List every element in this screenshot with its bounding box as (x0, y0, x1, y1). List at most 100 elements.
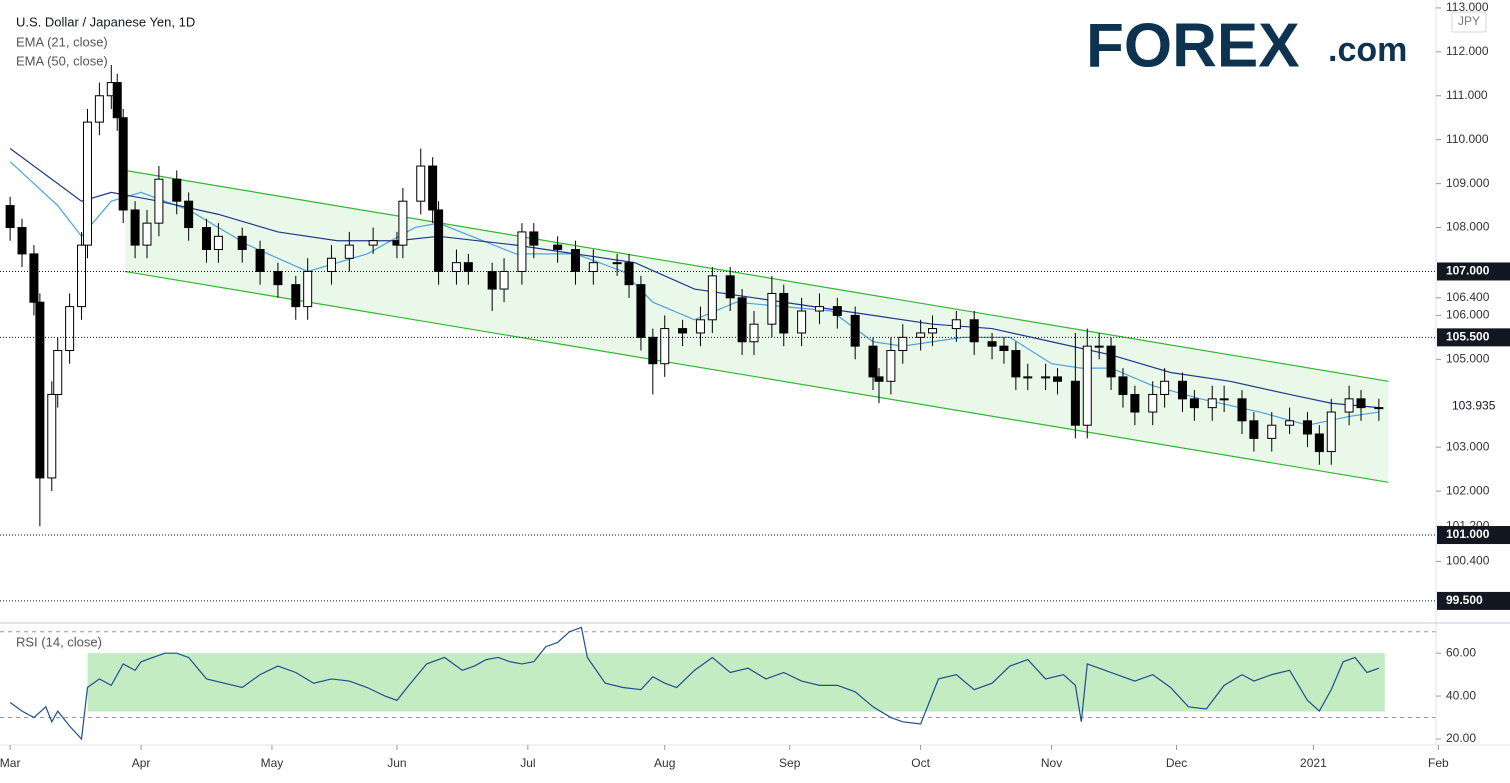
candle-body (1344, 398, 1354, 413)
candle-body (1207, 398, 1217, 409)
rsi-line (9, 626, 1380, 741)
currency-badge (1451, 11, 1487, 33)
candle-body (1285, 420, 1295, 426)
candle-body (797, 310, 807, 334)
candle-body (1070, 380, 1080, 426)
candle-body (1219, 398, 1229, 401)
x-tick-label: Apr (132, 756, 151, 770)
ema-line (9, 147, 1379, 409)
candle-body (1267, 424, 1277, 439)
candle-body (35, 301, 45, 479)
candle-body (612, 262, 622, 265)
level-label: 105.500 (1446, 330, 1490, 344)
brand-logo: FOREX .com (1086, 11, 1407, 80)
candle-body (499, 270, 509, 290)
brand-suffix: .com (1328, 31, 1407, 69)
candle-body (273, 270, 283, 286)
candle-body (636, 284, 646, 338)
candle-body (874, 376, 884, 382)
candle-body (749, 323, 759, 343)
candle-body (53, 350, 63, 395)
candle-body (5, 205, 15, 229)
legend-ema50: EMA (50, close) (16, 53, 108, 68)
x-tick-label: Feb (1428, 756, 1449, 770)
level-label: 99.500 (1446, 593, 1483, 607)
candle-body (916, 332, 926, 338)
x-tick-label: May (261, 756, 284, 770)
candle-body (767, 292, 777, 325)
channel-upper (124, 169, 1389, 382)
candle-body (898, 336, 908, 352)
x-tick-label: Jul (520, 756, 535, 770)
candle-body (291, 284, 301, 308)
candle-body (172, 178, 182, 202)
candle-body (707, 275, 717, 321)
candle-body (1314, 433, 1324, 453)
candle-body (94, 95, 104, 123)
y-tick-label: 108.000 (1446, 220, 1490, 234)
candle-body (1177, 380, 1187, 400)
x-tick-label: Jun (387, 756, 406, 770)
x-tick-label: Oct (911, 756, 930, 770)
candle-body (570, 249, 580, 272)
y-tick-label: 100.400 (1446, 554, 1490, 568)
candle-body (529, 231, 539, 246)
candle-body (398, 200, 408, 246)
candle-body (695, 319, 705, 334)
candle-body (1053, 376, 1063, 382)
candle-body (832, 306, 842, 316)
rsi-tick-label: 20.00 (1446, 731, 1476, 745)
candle-body (1356, 398, 1366, 409)
candle-body (1326, 411, 1336, 453)
candle-body (660, 328, 670, 365)
candle-body (47, 393, 57, 479)
y-tick-label: 113.000 (1446, 0, 1489, 14)
candle-body (737, 297, 747, 343)
candle-body (678, 328, 688, 334)
candle-body (82, 121, 92, 246)
channel-lower (124, 270, 1389, 483)
x-tick-label: Dec (1166, 756, 1187, 770)
level-label: 107.000 (1446, 264, 1490, 278)
legend: U.S. Dollar / Japanese Yen, 1D EMA (21, … (16, 14, 195, 649)
candle-body (928, 328, 938, 334)
level-badge (1437, 591, 1510, 610)
x-tick-label: Sep (779, 756, 801, 770)
candle-body (118, 117, 128, 211)
candle-body (1374, 407, 1384, 410)
candle-body (112, 82, 122, 119)
last-price-label: 103.935 (1452, 398, 1496, 412)
level-label: 101.000 (1446, 527, 1490, 541)
candle-body (999, 345, 1009, 352)
candle-body (1302, 420, 1312, 435)
candle-body (814, 306, 824, 312)
price-pane (5, 65, 1389, 527)
y-tick-label: 103.000 (1446, 439, 1490, 453)
candle-body (451, 262, 461, 272)
y-tick-label: 106.400 (1446, 290, 1490, 304)
y-tick-label: 102.000 (1446, 483, 1490, 497)
chart-title: U.S. Dollar / Japanese Yen, 1D (16, 14, 195, 29)
candle-body (434, 209, 444, 272)
candle-body (29, 253, 39, 303)
y-tick-label: 106.000 (1446, 308, 1490, 322)
candle-body (344, 244, 354, 259)
rsi-band (87, 653, 1385, 712)
legend-rsi: RSI (14, close) (16, 634, 102, 649)
y-tick-label: 111.000 (1446, 88, 1488, 102)
candle-body (237, 235, 247, 251)
candle-body (368, 240, 378, 246)
candle-body (416, 165, 426, 202)
candle-body (951, 319, 961, 330)
candle-body (428, 165, 438, 211)
y-tick-label: 109.000 (1446, 176, 1490, 190)
candle-body (588, 262, 598, 272)
candle-body (213, 235, 223, 251)
candle-body (77, 244, 87, 308)
candle-body (868, 345, 878, 378)
level-badge (1437, 526, 1510, 545)
x-tick-label: 2021 (1300, 756, 1327, 770)
candle-body (142, 222, 152, 246)
